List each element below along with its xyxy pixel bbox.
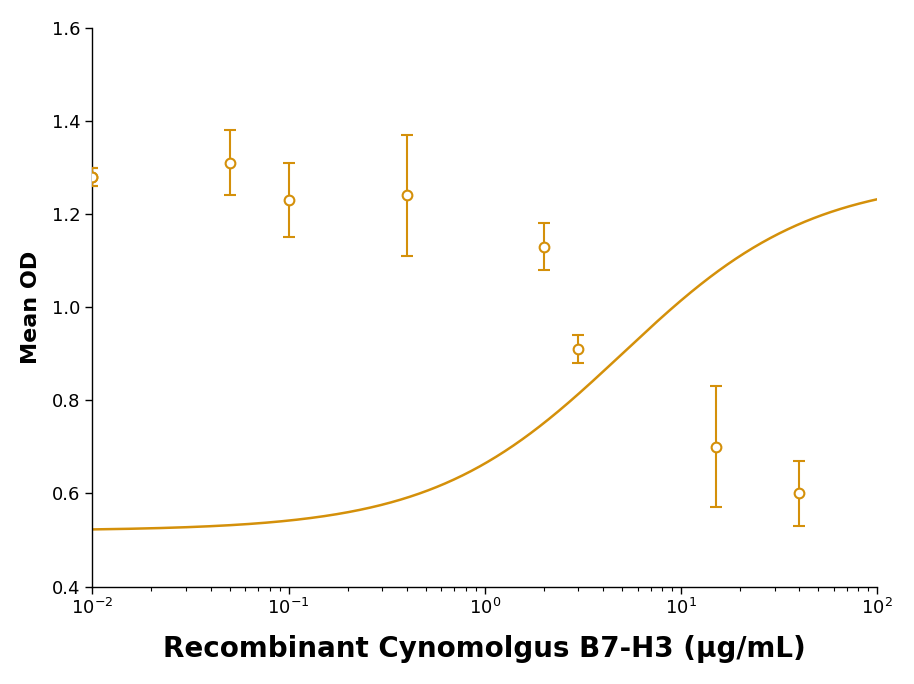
- Y-axis label: Mean OD: Mean OD: [21, 250, 41, 364]
- X-axis label: Recombinant Cynomolgus B7-H3 (μg/mL): Recombinant Cynomolgus B7-H3 (μg/mL): [164, 635, 806, 663]
